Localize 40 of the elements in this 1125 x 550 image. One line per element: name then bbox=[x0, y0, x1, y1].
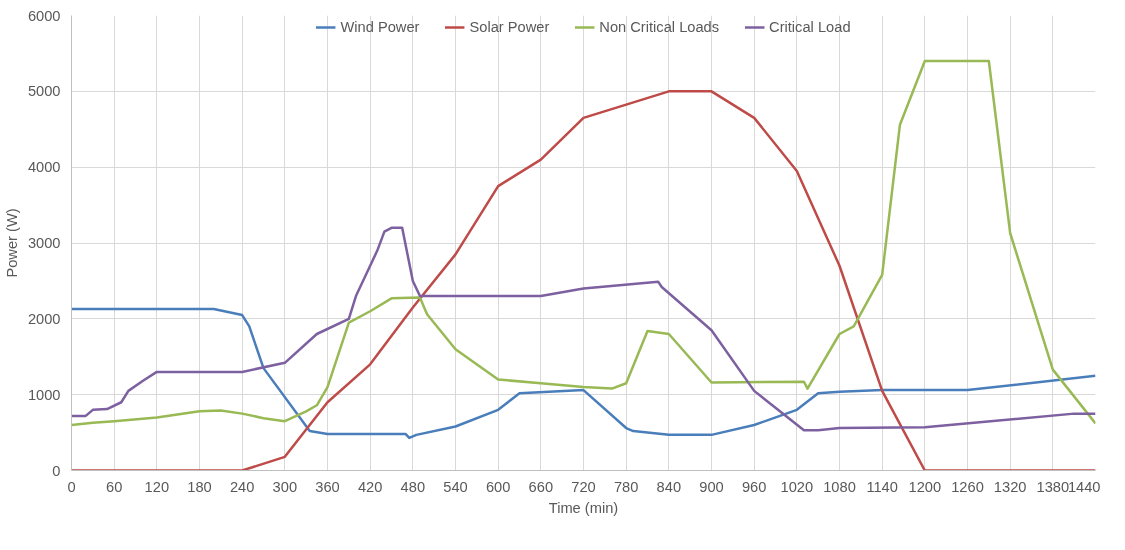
y-tick-label: 2000 bbox=[27, 310, 61, 327]
x-tick-label: 1080 bbox=[823, 478, 856, 495]
x-tick-label: 1380 bbox=[1036, 478, 1070, 495]
x-tick-label: 120 bbox=[144, 478, 170, 495]
x-axis-title: Time (min) bbox=[548, 499, 619, 516]
x-tick-label: 1200 bbox=[908, 478, 942, 495]
x-tick-label: 600 bbox=[485, 478, 511, 495]
legend-label: Non Critical Loads bbox=[599, 19, 720, 35]
y-tick-label: 4000 bbox=[27, 159, 61, 176]
x-tick-label: 420 bbox=[357, 478, 383, 495]
y-tick-label: 0 bbox=[52, 462, 61, 479]
legend-label: Critical Load bbox=[769, 19, 851, 35]
y-tick-label: 1000 bbox=[27, 386, 61, 403]
x-tick-label: 480 bbox=[400, 478, 426, 495]
y-tick-label: 6000 bbox=[27, 7, 61, 24]
legend-label: Wind Power bbox=[340, 19, 420, 35]
x-tick-label: 300 bbox=[272, 478, 298, 495]
x-tick-label: 780 bbox=[613, 478, 639, 495]
legend-label: Solar Power bbox=[469, 19, 550, 35]
y-tick-label: 5000 bbox=[27, 83, 61, 100]
x-tick-label: 180 bbox=[187, 478, 212, 495]
x-tick-label: 1140 bbox=[866, 478, 898, 495]
line-series bbox=[71, 59, 1096, 427]
x-tick-label: 720 bbox=[571, 478, 596, 495]
x-tick-label: 540 bbox=[443, 478, 468, 495]
y-tick-label: 3000 bbox=[27, 235, 61, 251]
x-tick-label: 960 bbox=[741, 478, 767, 495]
line-series bbox=[71, 307, 1096, 440]
line-series bbox=[71, 226, 1096, 432]
x-tick-label: 1320 bbox=[993, 478, 1027, 495]
x-tick-label: 60 bbox=[106, 478, 123, 495]
x-tick-label: 840 bbox=[656, 478, 682, 495]
x-tick-label: 0 bbox=[67, 478, 76, 495]
x-tick-label: 1260 bbox=[951, 478, 984, 495]
x-tick-label: 660 bbox=[528, 478, 554, 495]
y-axis-title: Power (W) bbox=[3, 208, 20, 278]
x-tick-label: 900 bbox=[699, 478, 724, 495]
x-tick-label: 1020 bbox=[780, 478, 814, 495]
x-tick-label: 360 bbox=[315, 478, 340, 495]
x-tick-label: 240 bbox=[229, 478, 255, 495]
